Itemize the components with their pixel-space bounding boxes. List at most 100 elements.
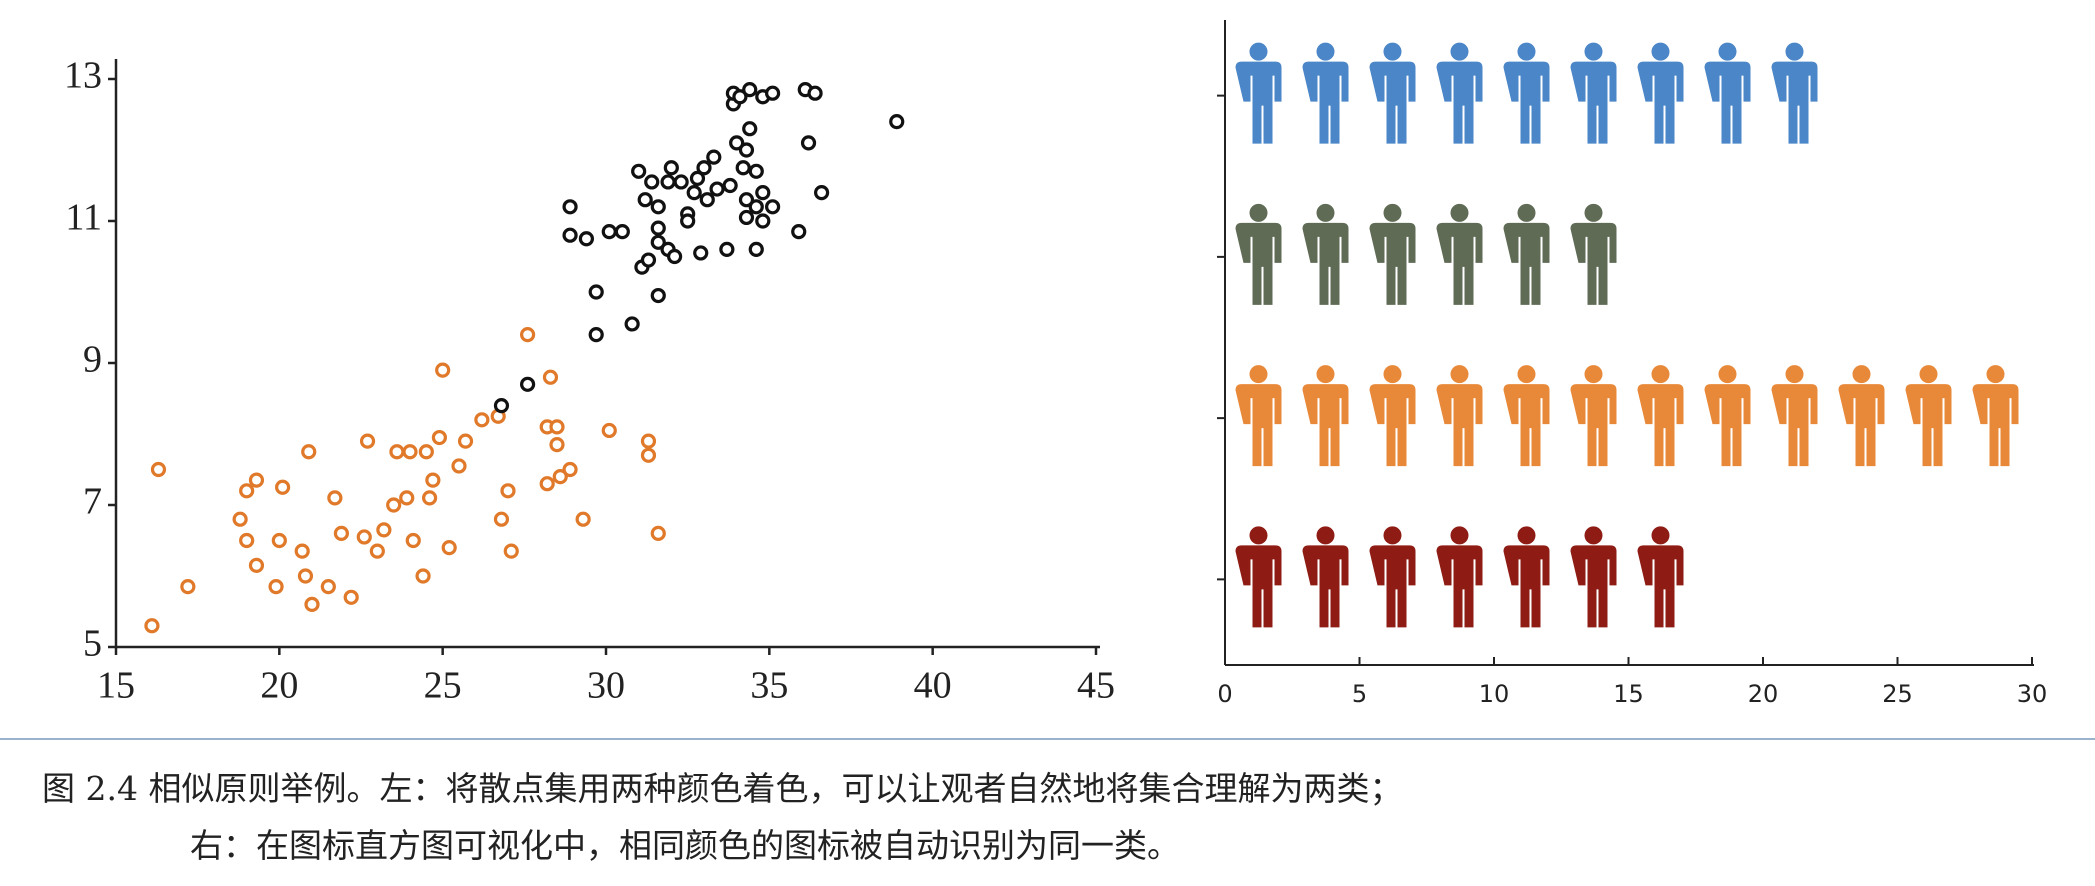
y-tick-label: 7 — [83, 481, 102, 523]
caption-line: 右：在图标直方图可视化中，相同颜色的图标被自动识别为同一类。 — [190, 826, 1180, 865]
point — [359, 433, 376, 449]
person-icon — [1369, 42, 1416, 144]
point — [232, 511, 248, 527]
point — [742, 121, 758, 137]
point — [474, 412, 490, 428]
point — [709, 181, 725, 197]
point — [369, 543, 385, 559]
point — [575, 511, 591, 527]
point — [493, 398, 510, 414]
point — [689, 170, 706, 186]
person-icon — [1302, 526, 1349, 628]
x-tick-label: 45 — [1077, 665, 1115, 707]
x-tick-label: 10 — [1479, 680, 1510, 708]
point — [435, 362, 451, 378]
point — [542, 369, 559, 385]
point — [588, 284, 604, 300]
point — [624, 316, 640, 332]
point — [239, 483, 255, 499]
person-icon — [1235, 203, 1282, 305]
point — [663, 160, 679, 176]
person-icon — [1503, 203, 1550, 305]
x-tick-label: 5 — [1352, 680, 1367, 708]
point — [650, 199, 666, 215]
person-icon — [1436, 365, 1483, 467]
point — [673, 174, 689, 190]
person-icon — [1570, 526, 1617, 628]
y-tick-label: 9 — [83, 339, 102, 381]
point — [650, 287, 666, 304]
point — [562, 461, 578, 478]
point — [735, 160, 751, 176]
point — [519, 376, 536, 392]
point — [644, 174, 660, 190]
person-icon — [1436, 203, 1483, 305]
point — [431, 429, 447, 446]
point — [631, 163, 647, 179]
point — [500, 483, 516, 499]
point — [327, 490, 343, 506]
x-tick-label: 40 — [914, 665, 952, 707]
point — [738, 192, 755, 208]
point — [248, 472, 265, 488]
point — [722, 177, 738, 194]
point — [503, 543, 519, 559]
point — [706, 149, 722, 165]
point — [732, 89, 748, 105]
point — [562, 227, 578, 243]
point — [268, 579, 284, 595]
person-icon — [1637, 42, 1684, 144]
point — [764, 85, 781, 101]
point — [549, 437, 565, 453]
point — [755, 185, 771, 201]
point — [519, 327, 536, 343]
y-tick-label: 13 — [64, 55, 102, 97]
point — [637, 192, 653, 208]
point — [640, 252, 657, 268]
point — [748, 199, 764, 215]
point — [144, 618, 160, 634]
y-tick-label: 5 — [83, 623, 102, 665]
point — [650, 234, 666, 250]
point — [650, 525, 666, 542]
person-icon — [1704, 42, 1751, 144]
person-icon — [1570, 203, 1617, 305]
point — [640, 447, 657, 463]
point — [729, 135, 745, 151]
point — [588, 327, 604, 343]
person-icon — [1369, 365, 1416, 467]
point — [800, 135, 817, 151]
point — [748, 163, 764, 179]
point — [418, 444, 434, 460]
point — [539, 476, 555, 492]
point — [686, 185, 702, 201]
x-tick-label: 25 — [424, 665, 462, 707]
point — [562, 199, 578, 215]
x-tick-label: 15 — [97, 665, 135, 707]
point — [742, 82, 758, 98]
x-tick-label: 30 — [2017, 680, 2048, 708]
point — [441, 539, 457, 556]
person-icon — [1570, 365, 1617, 467]
point — [275, 479, 291, 495]
x-tick-label: 20 — [1748, 680, 1779, 708]
point — [402, 444, 418, 460]
point — [343, 589, 359, 605]
point — [680, 213, 696, 229]
point — [738, 209, 755, 226]
person-icon — [1503, 365, 1550, 467]
x-tick-label: 25 — [1882, 680, 1913, 708]
point — [889, 113, 905, 130]
point — [399, 490, 415, 506]
point — [451, 458, 467, 474]
point — [693, 245, 709, 261]
point — [294, 543, 310, 559]
person-icon — [1235, 42, 1282, 144]
y-tick-label: 11 — [65, 197, 102, 239]
point — [422, 490, 438, 506]
point — [552, 469, 568, 485]
point — [699, 192, 715, 208]
person-icon — [1235, 526, 1282, 628]
point — [660, 174, 676, 190]
